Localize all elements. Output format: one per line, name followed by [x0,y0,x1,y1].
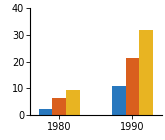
Bar [112,86,126,115]
Bar [66,90,80,115]
Bar [38,109,52,115]
Bar [139,30,153,115]
Bar [126,58,139,115]
Bar [52,98,66,115]
